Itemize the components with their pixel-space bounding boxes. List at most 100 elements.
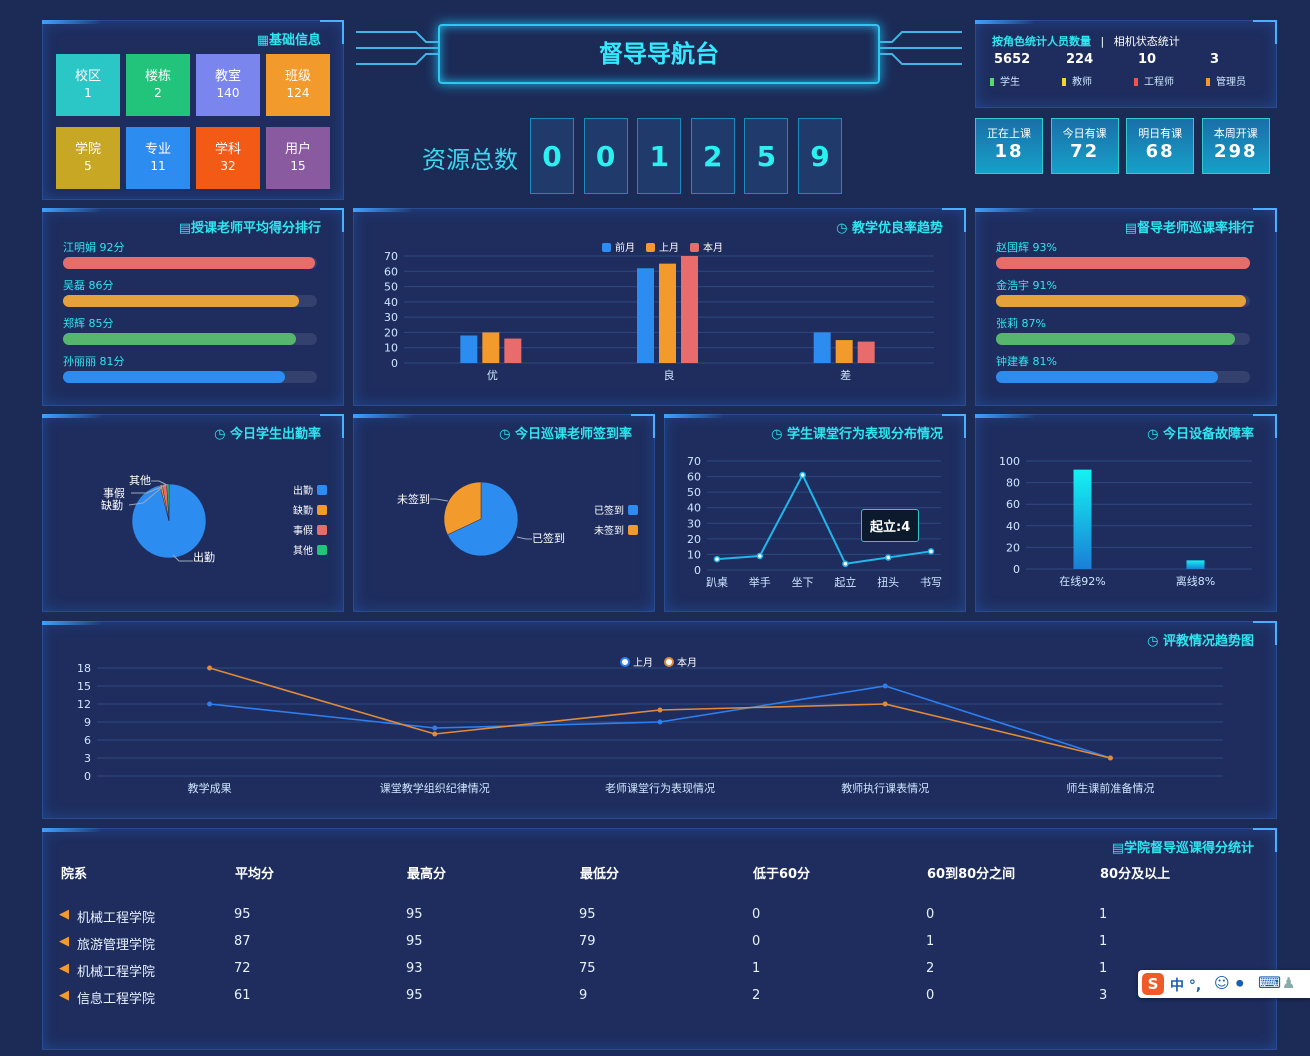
class-stat-box[interactable]: 正在上课 18	[975, 118, 1043, 174]
data-point	[927, 548, 935, 555]
info-tile[interactable]: 班级 124	[266, 54, 330, 116]
microphone-icon[interactable]: ⏺	[1236, 974, 1244, 992]
rank-bar-fill	[63, 257, 316, 269]
tile-label: 学院	[74, 142, 101, 157]
bar	[504, 338, 522, 363]
x-tick-label: 师生课前准备情况	[1066, 781, 1154, 795]
role-legend: 管理员	[1206, 73, 1246, 88]
y-tick-label: 70	[384, 250, 398, 263]
y-tick-label: 60	[1006, 498, 1020, 511]
table-header-cell: 院系	[61, 867, 88, 882]
attendance-panel: ◷ 今日学生出勤率 出勤 出勤 缺勤 缺勤 事假 事假 其他 其他	[42, 414, 344, 612]
info-tile[interactable]: 学院 5	[56, 127, 120, 189]
table-row[interactable]: ◀ 信息工程学院 61 95 9 2 0 3	[43, 988, 1243, 1010]
y-tick-label: 20	[1006, 541, 1020, 554]
x-tick-label: 举手	[749, 575, 771, 589]
legend-label: 前月	[615, 241, 635, 254]
table-header-cell: 60到80分之间	[927, 867, 1016, 882]
info-tile[interactable]: 用户 15	[266, 127, 330, 189]
tile-value: 140	[216, 86, 240, 100]
series-line	[209, 667, 1111, 759]
x-tick-label: 趴桌	[706, 576, 728, 589]
series-line	[716, 472, 932, 565]
basic-info-panel: ▦基础信息 校区 1 楼栋 2 教室 140 班级 124 学院 5 专业 11 学科 32 用户 15	[42, 20, 344, 200]
y-tick-label: 15	[77, 680, 91, 693]
y-tick-label: 9	[84, 716, 91, 729]
skin-icon[interactable]: ♟	[1282, 974, 1296, 992]
legend-swatch	[646, 243, 655, 252]
data-point	[207, 665, 213, 671]
tab-role-count[interactable]: 按角色统计人员数量	[992, 35, 1091, 48]
info-tile[interactable]: 专业 11	[126, 127, 190, 189]
data-point	[657, 707, 663, 713]
college-table-panel: ▤学院督导巡课得分统计 院系 平均分 最高分 最低分 低于60分 60到80分之间 80分及…	[42, 828, 1277, 1050]
device-bar-chart: 0 20 40 60 80 100 在线92% 离线8%	[999, 455, 1252, 588]
y-tick-label: 20	[687, 533, 701, 546]
pie-slice	[443, 481, 482, 536]
legend-swatch	[628, 505, 638, 515]
header-left-lines	[356, 31, 438, 65]
legend-dot-icon	[1062, 78, 1066, 86]
table-row[interactable]: ◀ 机械工程学院 72 93 75 1 2 1	[43, 961, 1243, 983]
class-stat-box[interactable]: 本周开课 298	[1201, 118, 1270, 174]
bar	[681, 256, 698, 363]
rank-bar-track	[996, 333, 1250, 345]
data-point	[432, 725, 438, 731]
calendar-icon: ▤	[1111, 841, 1124, 856]
ime-toolbar[interactable]: S 中 °, ☺ ⏺ ⌨ ♟	[1138, 970, 1310, 998]
table-cell: 1	[1099, 934, 1108, 949]
tile-label: 教室	[214, 69, 241, 84]
tab-camera-status[interactable]: 相机状态统计	[1113, 35, 1180, 48]
keyboard-icon[interactable]: ⌨	[1258, 973, 1282, 992]
rank-bar-fill	[996, 257, 1250, 269]
evaluation-line-chart: 0 3 6 9 12 15 18 教学成果 课堂教学组织纪律情况 老师课堂行为表现情况 教师执行课表…	[77, 656, 1223, 795]
rank-name: 赵国辉 93%	[996, 241, 1057, 254]
tile-label: 校区	[74, 69, 101, 84]
sogou-logo-icon[interactable]: S	[1142, 973, 1164, 995]
info-tile[interactable]: 学科 32	[196, 127, 260, 189]
x-tick-label: 书写	[920, 576, 942, 589]
table-row[interactable]: ◀ 机械工程学院 95 95 95 0 0 1	[43, 907, 1243, 929]
y-tick-label: 10	[384, 342, 398, 355]
table-cell: 72	[234, 961, 251, 976]
info-tile[interactable]: 教室 140	[196, 54, 260, 116]
pie-label: 缺勤	[101, 498, 123, 512]
college-table-title: ▤学院督导巡课得分统计	[1111, 841, 1254, 856]
bar	[813, 332, 831, 363]
x-tick-label: 老师课堂行为表现情况	[605, 781, 715, 795]
table-cell: 61	[234, 988, 251, 1003]
role-label: 学生	[1000, 77, 1020, 88]
data-point	[207, 701, 213, 707]
behavior-panel: ◷ 学生课堂行为表现分布情况 0 10 20 30 40 50 60 70 趴桌 举手 坐下 起立 扭头…	[664, 414, 966, 612]
data-point	[799, 471, 806, 479]
legend-label: 其他	[293, 544, 313, 557]
legend-swatch	[317, 525, 327, 535]
rank-name: 金浩宇 91%	[996, 279, 1057, 292]
table-row[interactable]: ◀ 旅游管理学院 87 95 79 0 1 1	[43, 934, 1243, 956]
attendance-title: ◷ 今日学生出勤率	[214, 427, 321, 442]
emoji-icon[interactable]: ☺	[1214, 974, 1230, 992]
tile-value: 11	[150, 159, 166, 173]
info-tile[interactable]: 楼栋 2	[126, 54, 190, 116]
legend-dot-icon	[1206, 78, 1210, 86]
legend-label: 出勤	[293, 484, 313, 497]
table-cell: 2	[926, 961, 935, 976]
teacher-rank-title: ▤授课老师平均得分排行	[178, 221, 321, 236]
rank-name: 吴磊 86分	[63, 279, 114, 292]
speaker-icon: ◀	[59, 988, 69, 1003]
table-cell: 1	[1099, 961, 1108, 976]
rank-name: 孙丽丽 81分	[63, 355, 125, 368]
ime-mode-text[interactable]: 中 °,	[1170, 978, 1202, 994]
y-tick-label: 40	[1006, 520, 1020, 533]
class-stat-box[interactable]: 今日有课 72	[1050, 118, 1119, 174]
y-tick-label: 0	[391, 357, 398, 370]
y-tick-label: 3	[84, 752, 91, 765]
pie-slice	[166, 483, 170, 522]
info-tile[interactable]: 校区 1	[56, 54, 120, 116]
table-header-cell: 低于60分	[753, 867, 811, 882]
class-stat-box[interactable]: 明日有课 68	[1126, 118, 1195, 174]
y-tick-label: 60	[384, 265, 398, 278]
data-point	[756, 552, 764, 560]
class-stat-label: 正在上课	[987, 127, 1031, 140]
bar	[460, 335, 478, 363]
